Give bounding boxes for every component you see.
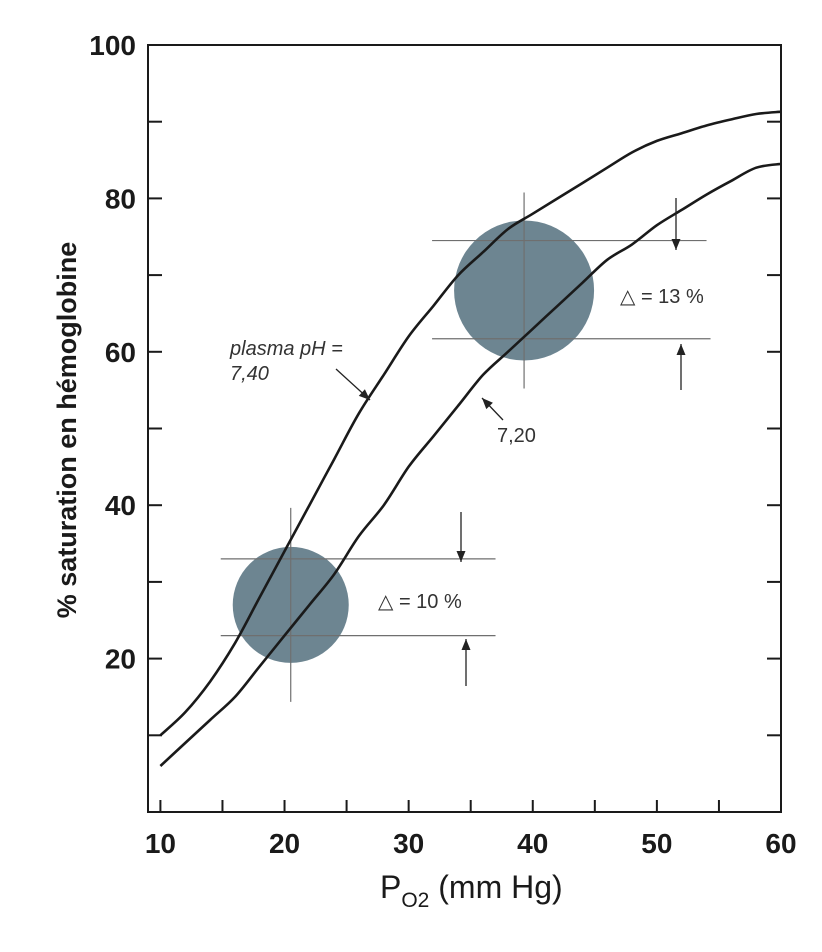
series-label-ph720: 7,20: [497, 425, 536, 447]
y-tick-label: 80: [105, 183, 136, 214]
series-label-ph740-line2: 7,40: [230, 363, 269, 385]
plot-frame: [147, 44, 782, 813]
curve-ph-720: [159, 162, 782, 767]
arrow-delta-high-up-head: [676, 344, 686, 355]
tick-layer: 20 40 60 80 100 10 20 30 40 50 60: [89, 30, 796, 859]
delta-label-low: △ = 10 %: [378, 591, 462, 613]
curve-layer: [159, 110, 782, 767]
x-axis-title-unit: (mm Hg): [429, 869, 562, 905]
y-tick-label: 100: [89, 30, 136, 61]
x-axis-title-main: P: [380, 869, 401, 905]
x-axis-title-subscript: O2: [401, 889, 429, 912]
x-tick-label: 60: [765, 828, 796, 859]
x-axis-title: PO2 (mm Hg): [380, 869, 563, 912]
y-tick-label: 20: [105, 644, 136, 675]
curve-ph-740: [159, 110, 782, 737]
x-tick-label: 30: [393, 828, 424, 859]
arrow-delta-low-up-head: [461, 639, 471, 650]
x-tick-label: 40: [517, 828, 548, 859]
label-layer: % saturation en hémoglobine PO2 (mm Hg) …: [52, 242, 704, 912]
delta-label-high: △ = 13 %: [620, 286, 704, 308]
y-axis-title: % saturation en hémoglobine: [52, 242, 82, 619]
arrow-ph740-head: [358, 389, 370, 400]
arrow-delta-high-down-head: [671, 239, 681, 250]
x-tick-label: 10: [145, 828, 176, 859]
arrow-ph720-head: [482, 398, 493, 410]
x-tick-label: 20: [269, 828, 300, 859]
arrow-delta-low-down-head: [456, 551, 466, 562]
y-tick-label: 40: [105, 490, 136, 521]
y-tick-label: 60: [105, 337, 136, 368]
series-label-ph740-line1: plasma pH =: [229, 338, 343, 360]
arrow-layer: [335, 198, 686, 686]
guide-layer: [220, 192, 711, 702]
x-tick-label: 50: [641, 828, 672, 859]
